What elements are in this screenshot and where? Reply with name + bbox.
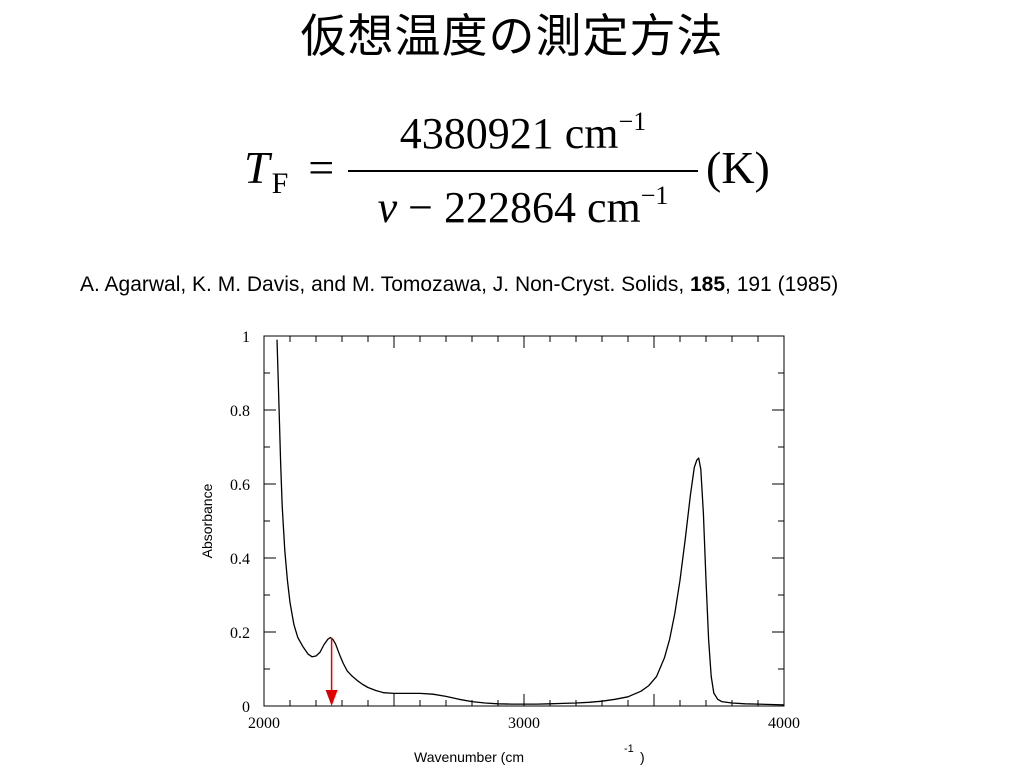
citation-pages-year: , 191 (1985): [725, 273, 839, 296]
fictive-temperature-formula: TF = 4380921 cm−1 ν − 222864 cm−1 (K): [236, 104, 796, 244]
marker-arrow-head: [325, 690, 338, 706]
denominator-exponent: −1: [640, 181, 669, 210]
y-tick-label: 0.8: [230, 403, 250, 420]
formula-denominator: ν − 222864 cm−1: [348, 180, 698, 236]
citation-authors: A. Agarwal, K. M. Davis, and M. Tomozawa…: [80, 273, 690, 296]
x-tick-label: 2000: [248, 715, 280, 732]
y-tick-label: 1: [242, 329, 250, 346]
x-axis-title-exponent: -1: [624, 743, 634, 755]
x-axis-title: Wavenumber (cm: [414, 749, 524, 765]
plot-frame: [263, 335, 785, 707]
y-tick-label: 0: [242, 699, 250, 716]
y-tick-label: 0.2: [230, 625, 250, 642]
x-tick-label: 4000: [768, 715, 800, 732]
numerator-exponent: −1: [618, 107, 647, 136]
formula-subscript-f: F: [271, 167, 289, 200]
formula-variable-t: T: [244, 142, 270, 193]
formula-numerator: 4380921 cm−1: [348, 106, 698, 162]
denominator-text: − 222864 cm: [397, 183, 641, 232]
fraction-bar: [348, 170, 698, 172]
y-tick-label: 0.6: [230, 477, 250, 494]
numerator-text: 4380921 cm: [399, 109, 619, 158]
slide-title: 仮想温度の測定方法: [300, 9, 724, 63]
y-tick-label: 0.4: [230, 551, 250, 568]
citation-volume: 185: [689, 273, 726, 296]
formula-equals: =: [308, 142, 335, 193]
formula-unit: (K): [706, 142, 770, 193]
x-axis-title-close: ): [640, 749, 645, 765]
citation: A. Agarwal, K. M. Davis, and M. Tomozawa…: [0, 270, 1024, 300]
spectrum-line: [276, 339, 785, 706]
formula-lhs: TF =: [244, 138, 334, 204]
x-tick-label: 3000: [508, 715, 540, 732]
y-axis-title: Absorbance: [199, 483, 215, 558]
denominator-variable-nu: ν: [377, 183, 398, 232]
